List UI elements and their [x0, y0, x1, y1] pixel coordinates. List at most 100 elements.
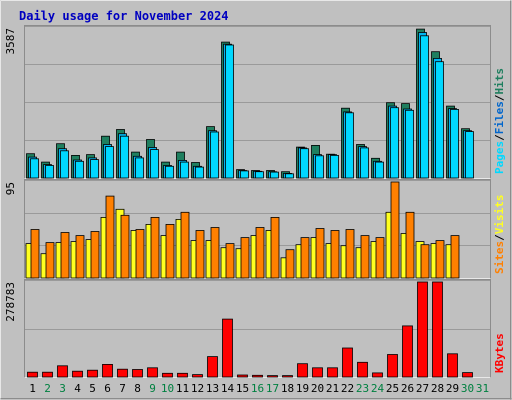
bar-kbytes-day-20: [312, 367, 323, 378]
bar-kbytes-day-21: [327, 367, 338, 378]
bar-sites-day-15: [240, 237, 250, 279]
day-label-19: 19: [296, 382, 309, 395]
bar-pages-day-25: [390, 107, 399, 179]
bar-pages-day-2: [45, 165, 54, 179]
bar-sites-day-28: [435, 240, 445, 279]
y-max-label: 3587: [4, 28, 17, 55]
bar-kbytes-day-23: [357, 361, 368, 378]
bar-kbytes-day-7: [117, 368, 128, 378]
day-label-15: 15: [236, 382, 249, 395]
bar-kbytes-day-1: [27, 371, 38, 378]
bar-pages-day-20: [315, 155, 324, 179]
bar-sites-day-3: [60, 232, 70, 279]
bar-kbytes-day-28: [432, 281, 443, 378]
day-label-11: 11: [176, 382, 189, 395]
day-label-24: 24: [371, 382, 385, 395]
bar-sites-day-6: [105, 195, 115, 279]
y-max-label: 278783: [4, 282, 17, 322]
bar-kbytes-day-14: [222, 318, 233, 378]
day-label-10: 10: [161, 382, 174, 395]
bar-kbytes-day-3: [57, 365, 68, 378]
bar-pages-day-10: [165, 165, 174, 179]
day-label-2: 2: [44, 382, 51, 395]
bar-pages-day-7: [120, 135, 129, 179]
day-label-14: 14: [221, 382, 235, 395]
day-label-23: 23: [356, 382, 369, 395]
bar-pages-day-5: [90, 159, 99, 179]
day-label-4: 4: [74, 382, 81, 395]
bar-sites-day-4: [75, 235, 85, 279]
bar-sites-day-23: [360, 235, 370, 279]
legend-files: Files: [493, 101, 506, 134]
bar-pages-day-18: [285, 173, 294, 179]
bar-kbytes-day-26: [402, 325, 413, 378]
bar-sites-day-21: [330, 230, 340, 279]
day-labels: 1 2 3 4 5 6 7 8 9 10 11 12 13 14 15 16 17 18 19 20 21 22 23 24 2…: [29, 382, 489, 395]
bar-kbytes-day-18: [282, 375, 293, 378]
bar-kbytes-day-5: [87, 369, 98, 378]
bar-pages-day-17: [270, 171, 279, 179]
bar-sites-day-18: [285, 249, 295, 279]
bar-kbytes-day-19: [297, 363, 308, 378]
bar-sites-day-29: [450, 235, 460, 279]
day-label-22: 22: [341, 382, 354, 395]
bar-pages-day-12: [195, 166, 204, 179]
bar-kbytes-day-27: [417, 281, 428, 378]
chart-panels: 3587Pages/Files/Hits95Sites/Visits278783…: [4, 25, 506, 378]
bar-pages-day-11: [180, 161, 189, 179]
day-label-13: 13: [206, 382, 219, 395]
bar-pages-day-26: [405, 109, 414, 179]
panel-legend: Sites/Visits: [493, 195, 506, 275]
bar-sites-day-12: [195, 230, 205, 279]
bar-sites-day-5: [90, 231, 100, 279]
panel-legend: Pages/Files/Hits: [493, 68, 506, 174]
y-max-label: 95: [4, 182, 17, 195]
bar-sites-day-17: [270, 216, 280, 279]
day-label-1: 1: [29, 382, 36, 395]
day-label-28: 28: [431, 382, 444, 395]
day-label-3: 3: [59, 382, 66, 395]
day-label-21: 21: [326, 382, 339, 395]
legend-visits: Visits: [493, 195, 506, 235]
bar-sites-day-14: [225, 243, 235, 279]
day-label-31: 31: [476, 382, 489, 395]
bar-sites-day-26: [405, 211, 415, 279]
bar-pages-day-14: [225, 44, 234, 179]
bar-sites-day-19: [300, 237, 310, 279]
bar-kbytes-day-11: [177, 372, 188, 378]
day-label-8: 8: [134, 382, 141, 395]
bar-sites-day-10: [165, 223, 175, 279]
bar-sites-day-24: [375, 237, 385, 279]
day-label-29: 29: [446, 382, 459, 395]
panel-visits-sites: 95 Sites/Visits: [4, 179, 506, 279]
bar-sites-day-9: [150, 216, 160, 279]
bar-pages-day-9: [150, 149, 159, 179]
bar-kbytes-day-12: [192, 374, 203, 378]
day-label-16: 16: [251, 382, 264, 395]
bar-sites-day-2: [45, 242, 55, 279]
bar-kbytes-day-30: [462, 372, 473, 378]
panel-legend: KBytes: [493, 333, 506, 373]
bar-sites-day-7: [120, 214, 130, 279]
day-label-17: 17: [266, 382, 279, 395]
bar-pages-day-6: [105, 146, 114, 179]
day-label-27: 27: [416, 382, 429, 395]
bar-pages-day-3: [60, 150, 69, 179]
legend-pages: Pages: [493, 141, 506, 174]
bar-kbytes-day-22: [342, 347, 353, 378]
bar-kbytes-day-2: [42, 371, 53, 378]
bar-sites-day-22: [345, 229, 355, 279]
bar-sites-day-8: [135, 229, 145, 279]
day-label-5: 5: [89, 382, 96, 395]
day-label-26: 26: [401, 382, 414, 395]
bar-kbytes-day-4: [72, 370, 83, 378]
day-label-18: 18: [281, 382, 294, 395]
legend-separator: /: [493, 94, 506, 101]
bar-pages-day-30: [465, 131, 474, 179]
day-label-25: 25: [386, 382, 399, 395]
bar-pages-day-16: [255, 171, 264, 179]
bar-kbytes-day-10: [162, 372, 173, 378]
bar-sites-day-1: [30, 229, 40, 279]
